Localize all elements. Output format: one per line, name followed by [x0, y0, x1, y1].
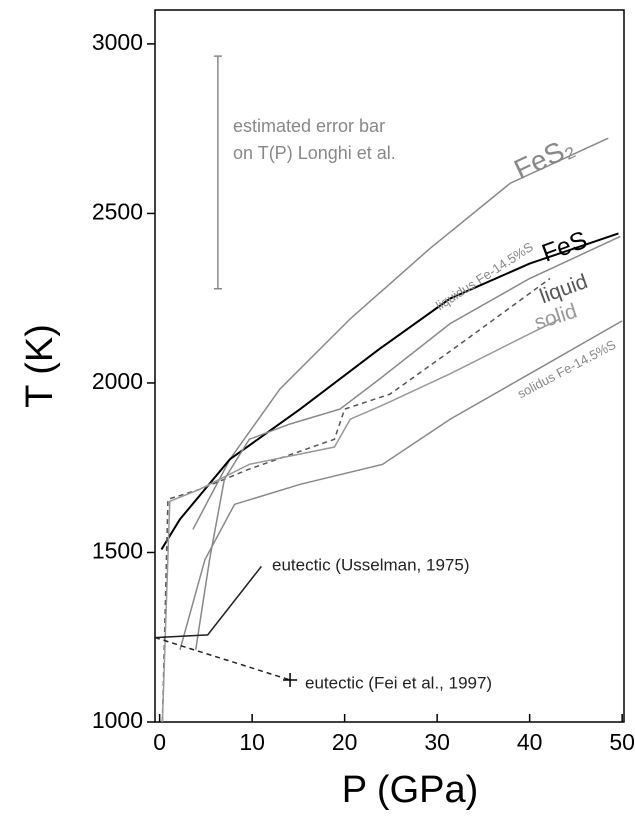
- y-tick-label: 1000: [92, 707, 143, 733]
- series-label: eutectic (Usselman, 1975): [272, 555, 469, 574]
- x-tick-label: 20: [332, 729, 358, 755]
- y-tick-label: 3000: [92, 29, 143, 55]
- y-tick-label: 2500: [92, 199, 143, 225]
- series-label: solid: [532, 299, 580, 334]
- series-line: [161, 277, 551, 723]
- series-label: liquidus Fe-14.5%S: [433, 239, 536, 313]
- series-line: [154, 636, 291, 681]
- series-line: [160, 232, 619, 550]
- plot-frame: [154, 9, 625, 723]
- error-bar-label: on T(P) Longhi et al.: [233, 143, 396, 163]
- x-tick-label: 30: [424, 729, 450, 755]
- x-axis-label: P (GPa): [342, 769, 479, 811]
- x-tick-label: 50: [609, 729, 635, 755]
- y-axis-label: T (K): [19, 324, 61, 408]
- error-bar: [213, 55, 222, 290]
- series-label: eutectic (Fei et al., 1997): [305, 673, 492, 692]
- eutectic-marker: [283, 672, 298, 687]
- series-line: [161, 318, 561, 723]
- series-label: FeS₂: [509, 131, 579, 185]
- y-tick-label: 1500: [92, 538, 143, 564]
- x-tick-label: 0: [153, 729, 166, 755]
- x-tick-label: 10: [239, 729, 265, 755]
- y-tick-label: 2000: [92, 368, 143, 394]
- series-line: [179, 320, 623, 650]
- series-line: [154, 565, 262, 639]
- error-bar-label: estimated error bar: [233, 116, 385, 136]
- x-tick-label: 40: [517, 729, 543, 755]
- series-label: FeS: [538, 226, 591, 268]
- series-label: solidus Fe-14.5%S: [515, 337, 619, 402]
- series-line: [194, 235, 621, 650]
